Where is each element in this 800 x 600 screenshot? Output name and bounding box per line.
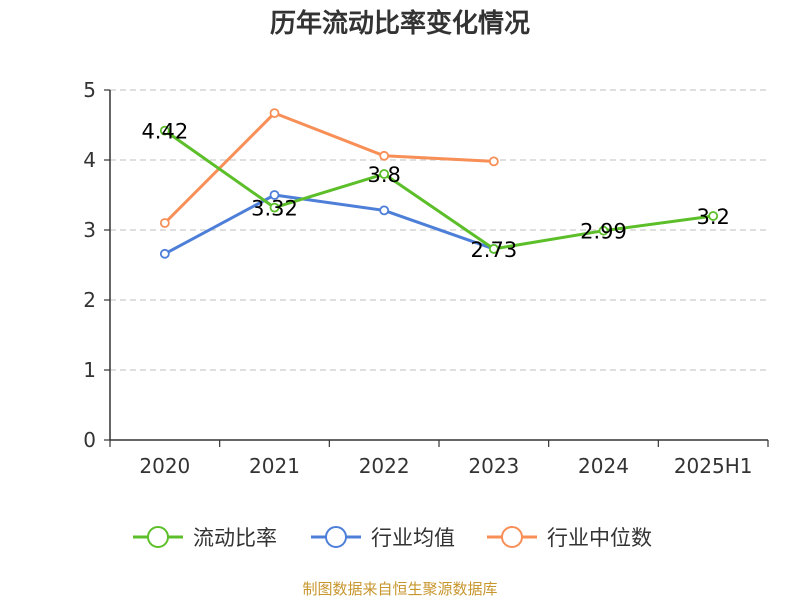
legend-marker [501, 526, 523, 548]
data-point[interactable] [159, 125, 170, 136]
legend-label: 行业中位数 [547, 526, 652, 550]
y-tick-label: 2 [83, 288, 96, 312]
data-point[interactable] [159, 218, 170, 228]
y-tick-label: 4 [83, 148, 96, 172]
source-note: 制图数据来自恒生聚源数据库 [302, 580, 497, 598]
data-label: 3.2 [696, 205, 729, 229]
data-label: 4.42 [141, 120, 188, 144]
series-line [164, 193, 495, 256]
data-point[interactable] [379, 169, 390, 179]
x-tick-label: 2020 [139, 454, 190, 478]
data-point[interactable] [708, 211, 719, 221]
y-tick-label: 5 [83, 78, 96, 102]
data-point[interactable] [379, 150, 390, 161]
data-labels: 4.42 3.32 3.8 2.73 2.99 3.2 [141, 120, 729, 262]
y-tick-label: 0 [83, 428, 96, 452]
legend-marker [325, 526, 347, 548]
legend-item[interactable]: 行业均值 [311, 526, 455, 550]
x-tick-label: 2023 [468, 454, 519, 478]
y-tick-label: 1 [83, 358, 96, 382]
legend-item[interactable]: 流动比率 [133, 526, 277, 550]
series-group [159, 108, 719, 259]
x-tick-label: 2025H1 [674, 454, 753, 478]
x-tick-label: 2024 [578, 454, 629, 478]
x-tick-label: 2021 [249, 454, 300, 478]
data-label: 2.73 [470, 238, 517, 262]
series-1 [159, 190, 499, 259]
data-point[interactable] [269, 190, 280, 200]
data-point[interactable] [159, 248, 170, 259]
data-label: 3.8 [367, 163, 400, 187]
data-point[interactable] [269, 108, 280, 118]
data-label: 3.32 [251, 197, 298, 221]
series-2 [159, 108, 499, 228]
axes: 0 1 2 3 4 5 2020 2021 2022 2023 2024 2025H1 [83, 78, 769, 478]
legend-item[interactable]: 行业中位数 [487, 526, 652, 550]
legend[interactable]: 流动比率 行业均值 行业中位数 [133, 526, 652, 550]
data-point[interactable] [598, 225, 609, 236]
series-line [163, 111, 494, 225]
series-line [163, 129, 714, 251]
legend-label: 行业均值 [371, 526, 455, 550]
y-tick-label: 3 [83, 218, 96, 242]
data-point[interactable] [488, 243, 499, 254]
chart-title: 历年流动比率变化情况 [270, 8, 530, 39]
legend-marker [147, 526, 169, 548]
data-point[interactable] [379, 205, 390, 216]
x-tick-label: 2022 [359, 454, 410, 478]
data-point[interactable] [269, 202, 280, 213]
legend-label: 流动比率 [193, 526, 277, 550]
data-label: 2.99 [580, 220, 627, 244]
series-0 [159, 125, 719, 254]
data-point[interactable] [488, 156, 499, 167]
